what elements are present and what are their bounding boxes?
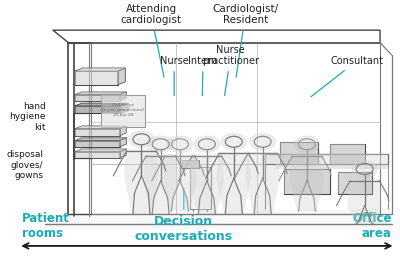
Polygon shape <box>75 126 126 129</box>
Circle shape <box>129 131 154 147</box>
Polygon shape <box>143 154 178 214</box>
Polygon shape <box>265 154 388 164</box>
Polygon shape <box>290 154 324 211</box>
Polygon shape <box>122 103 128 113</box>
Polygon shape <box>75 103 128 106</box>
Polygon shape <box>163 154 197 211</box>
Polygon shape <box>120 126 126 135</box>
Polygon shape <box>190 154 224 214</box>
Text: hand
hygiene
kit: hand hygiene kit <box>10 102 46 132</box>
Polygon shape <box>75 129 120 135</box>
Circle shape <box>221 134 246 150</box>
Circle shape <box>250 134 275 150</box>
Circle shape <box>148 136 173 152</box>
Circle shape <box>167 136 193 152</box>
Text: Office
area: Office area <box>352 212 392 240</box>
Polygon shape <box>120 92 126 101</box>
Polygon shape <box>75 138 126 141</box>
Text: Nurse
practitioner: Nurse practitioner <box>202 45 259 96</box>
Polygon shape <box>75 71 118 85</box>
Polygon shape <box>75 149 126 152</box>
Polygon shape <box>75 141 120 147</box>
Polygon shape <box>120 138 126 147</box>
Text: Attending
cardiologist: Attending cardiologist <box>120 4 182 77</box>
Text: Nurse: Nurse <box>160 56 188 96</box>
Text: Decision
conversations: Decision conversations <box>135 188 233 243</box>
Polygon shape <box>245 152 280 214</box>
Polygon shape <box>45 209 392 228</box>
Polygon shape <box>120 149 126 158</box>
Text: disposal
gloves/
gowns: disposal gloves/ gowns <box>6 150 43 180</box>
Polygon shape <box>75 68 125 71</box>
Polygon shape <box>216 152 251 214</box>
Polygon shape <box>280 142 318 164</box>
Text: Call for us
to join grand round
25 Jun 09: Call for us to join grand round 25 Jun 0… <box>102 103 144 117</box>
Polygon shape <box>75 152 120 158</box>
Polygon shape <box>75 92 126 95</box>
Circle shape <box>194 136 220 152</box>
Text: Consultant: Consultant <box>311 56 383 97</box>
Polygon shape <box>101 95 145 127</box>
Text: Cardiologist/
Resident: Cardiologist/ Resident <box>212 4 278 77</box>
Polygon shape <box>182 160 199 168</box>
Text: Intern: Intern <box>188 56 218 96</box>
Polygon shape <box>276 164 388 169</box>
Polygon shape <box>124 149 159 214</box>
Text: Patient
rooms: Patient rooms <box>22 212 70 240</box>
Circle shape <box>294 136 320 152</box>
Circle shape <box>352 161 377 177</box>
Polygon shape <box>330 144 365 164</box>
Polygon shape <box>347 179 382 224</box>
Polygon shape <box>190 167 211 209</box>
Polygon shape <box>118 68 125 85</box>
Polygon shape <box>75 95 120 101</box>
Polygon shape <box>75 106 122 113</box>
Polygon shape <box>284 169 330 194</box>
Polygon shape <box>338 171 372 194</box>
